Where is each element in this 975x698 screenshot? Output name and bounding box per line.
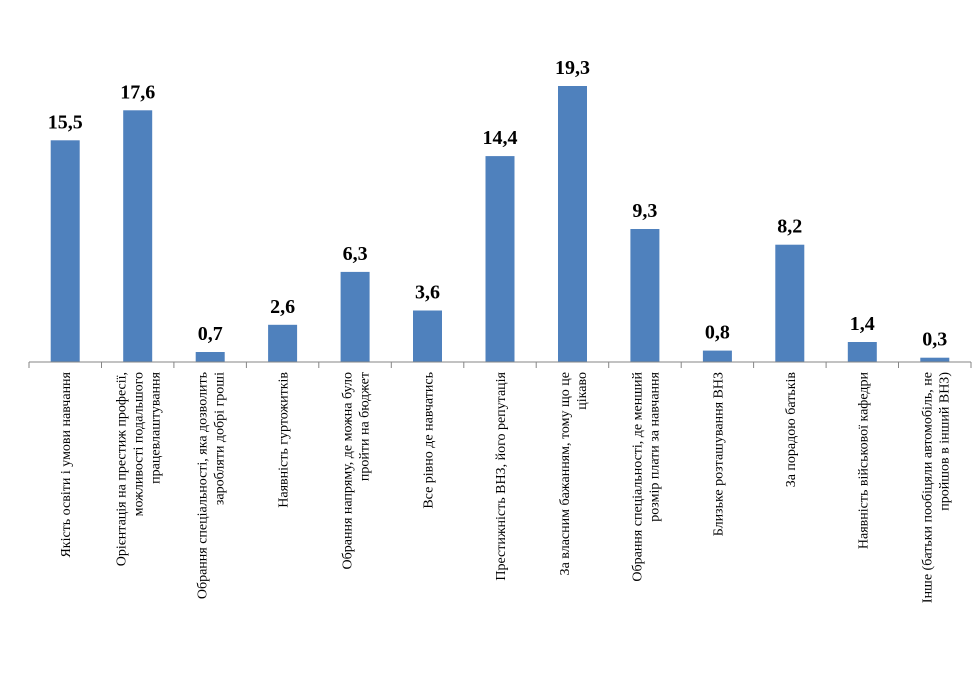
category-label-line: За власним бажанням, тому що це <box>558 372 573 575</box>
category-label-line: Обрання напряму, де можна було <box>341 372 356 569</box>
bar <box>775 244 805 362</box>
bar <box>123 110 153 362</box>
category-labels-group: Якість освіти і умови навчання Орієнтація… <box>59 371 952 603</box>
category-label-line: працевлаштування <box>149 371 164 483</box>
category-label: Все рівно де навчатись <box>422 372 437 509</box>
data-label: 9,3 <box>632 200 657 222</box>
bar <box>195 352 225 362</box>
category-label: Обрання напряму, де можна було пройти на … <box>341 372 373 569</box>
category-label-line: Обрання спеціальності, де менший <box>630 372 645 582</box>
bar <box>50 140 80 362</box>
bar <box>485 156 515 362</box>
data-label: 0,8 <box>705 322 730 344</box>
category-label: Інше (батьки пообіцяли автомобіль, не про… <box>920 372 952 603</box>
category-label-line: Обрання спеціальності, яка дозволить <box>196 372 211 599</box>
category-label: Наявність гуртожитків <box>277 372 292 508</box>
data-label: 0,7 <box>198 323 223 345</box>
category-label: Близьке розташування ВНЗ <box>711 372 726 536</box>
category-label-line: заробляти добрі гроші <box>213 372 228 505</box>
data-label: 6,3 <box>343 243 368 265</box>
bar <box>702 350 732 362</box>
category-label-line: Інше (батьки пообіцяли автомобіль, не <box>920 372 935 603</box>
data-label: 0,3 <box>922 329 947 351</box>
data-labels-group: 15,5 17,6 0,7 2,6 6,3 3,6 14,4 19,3 9,3 0,8 8,2 1,4… <box>48 57 948 351</box>
data-label: 17,6 <box>120 81 155 103</box>
x-axis <box>28 361 972 368</box>
category-label: Обрання спеціальності, яка дозволить заро… <box>196 372 228 599</box>
category-label-line: За порадою батьків <box>784 372 799 488</box>
data-label: 2,6 <box>270 296 295 318</box>
category-label-line: Все рівно де навчатись <box>422 372 437 509</box>
category-label-line: пройти на бюджет <box>358 372 373 481</box>
category-label-line: Наявність військової кафедри <box>856 371 871 549</box>
bar <box>630 229 660 362</box>
bars-group <box>50 86 950 362</box>
data-label: 19,3 <box>555 57 590 79</box>
bar <box>340 271 370 362</box>
category-label-line: Якість освіти і умови навчання <box>59 371 74 557</box>
data-label: 8,2 <box>777 216 802 238</box>
category-label: Обрання спеціальності, де менший розмір п… <box>630 371 662 581</box>
category-label: Наявність військової кафедри <box>856 371 871 549</box>
category-label-line: пройшов в інший ВНЗ) <box>937 372 952 511</box>
category-label: Якість освіти і умови навчання <box>59 371 74 557</box>
bar <box>920 357 950 362</box>
data-label: 3,6 <box>415 282 440 304</box>
category-label-line: розмір плати за навчання <box>647 371 662 521</box>
bar <box>268 324 298 362</box>
bar <box>847 342 877 362</box>
category-label-line: цікаво <box>575 372 590 410</box>
data-label: 14,4 <box>483 127 518 149</box>
category-label-line: Орієнтація на престиж професії, <box>115 372 130 566</box>
data-label: 15,5 <box>48 111 83 133</box>
category-label-line: Наявність гуртожитків <box>277 372 292 508</box>
category-label: За порадою батьків <box>784 372 799 488</box>
bar <box>558 86 587 362</box>
category-label-line: можливості подальшого <box>132 372 147 516</box>
bar <box>413 310 442 362</box>
category-label: Престижність ВНЗ, його репутація <box>494 371 509 580</box>
data-label: 1,4 <box>850 313 875 335</box>
category-label-line: Близьке розташування ВНЗ <box>711 372 726 536</box>
category-label: Орієнтація на престиж професії, можливост… <box>115 371 164 566</box>
category-label: За власним бажанням, тому що це цікаво <box>558 372 590 575</box>
category-label-line: Престижність ВНЗ, його репутація <box>494 371 509 580</box>
